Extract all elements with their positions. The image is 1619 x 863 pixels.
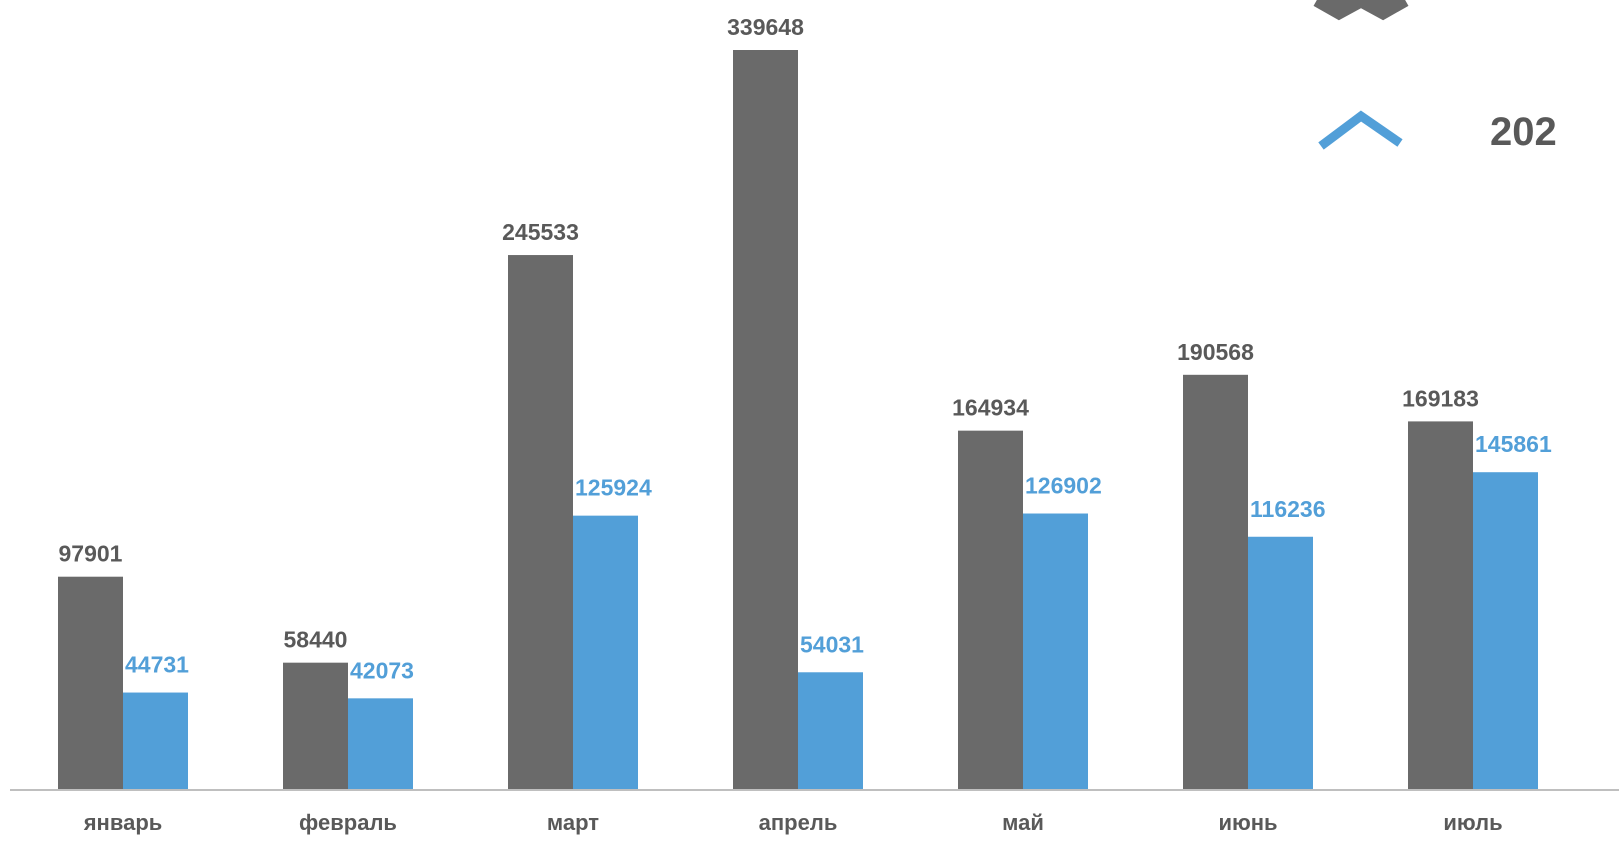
- bar-series-1-март: [508, 255, 573, 791]
- data-label-series-1-май: 164934: [952, 395, 1029, 421]
- category-labels-layer: январь февраль март апрель май июнь июль: [83, 810, 1503, 835]
- bar-series-2-май: [1023, 513, 1088, 790]
- data-label-series-1-июнь: 190568: [1177, 339, 1254, 365]
- category-label-апрель: апрель: [759, 810, 838, 835]
- legend-label-series-2: 202: [1490, 110, 1557, 154]
- data-label-series-2-июнь: 116236: [1250, 496, 1325, 522]
- data-label-series-2-январь: 44731: [125, 652, 189, 678]
- data-label-series-1-июль: 169183: [1402, 385, 1479, 411]
- bar-series-2-июль: [1473, 472, 1538, 790]
- bar-series-2-июнь: [1248, 536, 1313, 790]
- data-label-series-2-март: 125924: [575, 475, 652, 501]
- bar-series-1-май: [958, 430, 1023, 790]
- data-label-series-1-март: 245533: [502, 219, 579, 245]
- data-label-series-1-февраль: 58440: [284, 627, 348, 653]
- chevron-down-icon: [1313, 0, 1409, 21]
- category-label-февраль: февраль: [299, 810, 397, 835]
- bar-series-1-февраль: [283, 662, 348, 790]
- category-label-июнь: июнь: [1218, 810, 1277, 835]
- category-label-март: март: [547, 810, 599, 835]
- bar-series-2-март: [573, 515, 638, 790]
- chevron-up-icon: [1318, 110, 1403, 150]
- bar-series-1-июль: [1408, 421, 1473, 790]
- data-label-series-2-май: 126902: [1025, 473, 1102, 499]
- data-label-series-2-февраль: 42073: [350, 657, 414, 683]
- bar-series-2-февраль: [348, 698, 413, 790]
- legend: 202: [1313, 0, 1557, 154]
- category-label-июль: июль: [1443, 810, 1502, 835]
- bar-series-1-июнь: [1183, 374, 1248, 790]
- data-label-series-1-апрель: 339648: [727, 14, 804, 40]
- bar-series-2-январь: [123, 692, 188, 790]
- bar-series-1-январь: [58, 576, 123, 790]
- bars-layer: [58, 50, 1538, 791]
- category-label-январь: январь: [83, 810, 163, 835]
- data-label-series-2-июль: 145861: [1475, 431, 1552, 457]
- category-label-май: май: [1002, 810, 1044, 835]
- data-label-series-1-январь: 97901: [59, 541, 123, 567]
- bar-series-1-апрель: [733, 50, 798, 790]
- data-label-series-2-апрель: 54031: [800, 631, 864, 657]
- bar-series-2-апрель: [798, 672, 863, 790]
